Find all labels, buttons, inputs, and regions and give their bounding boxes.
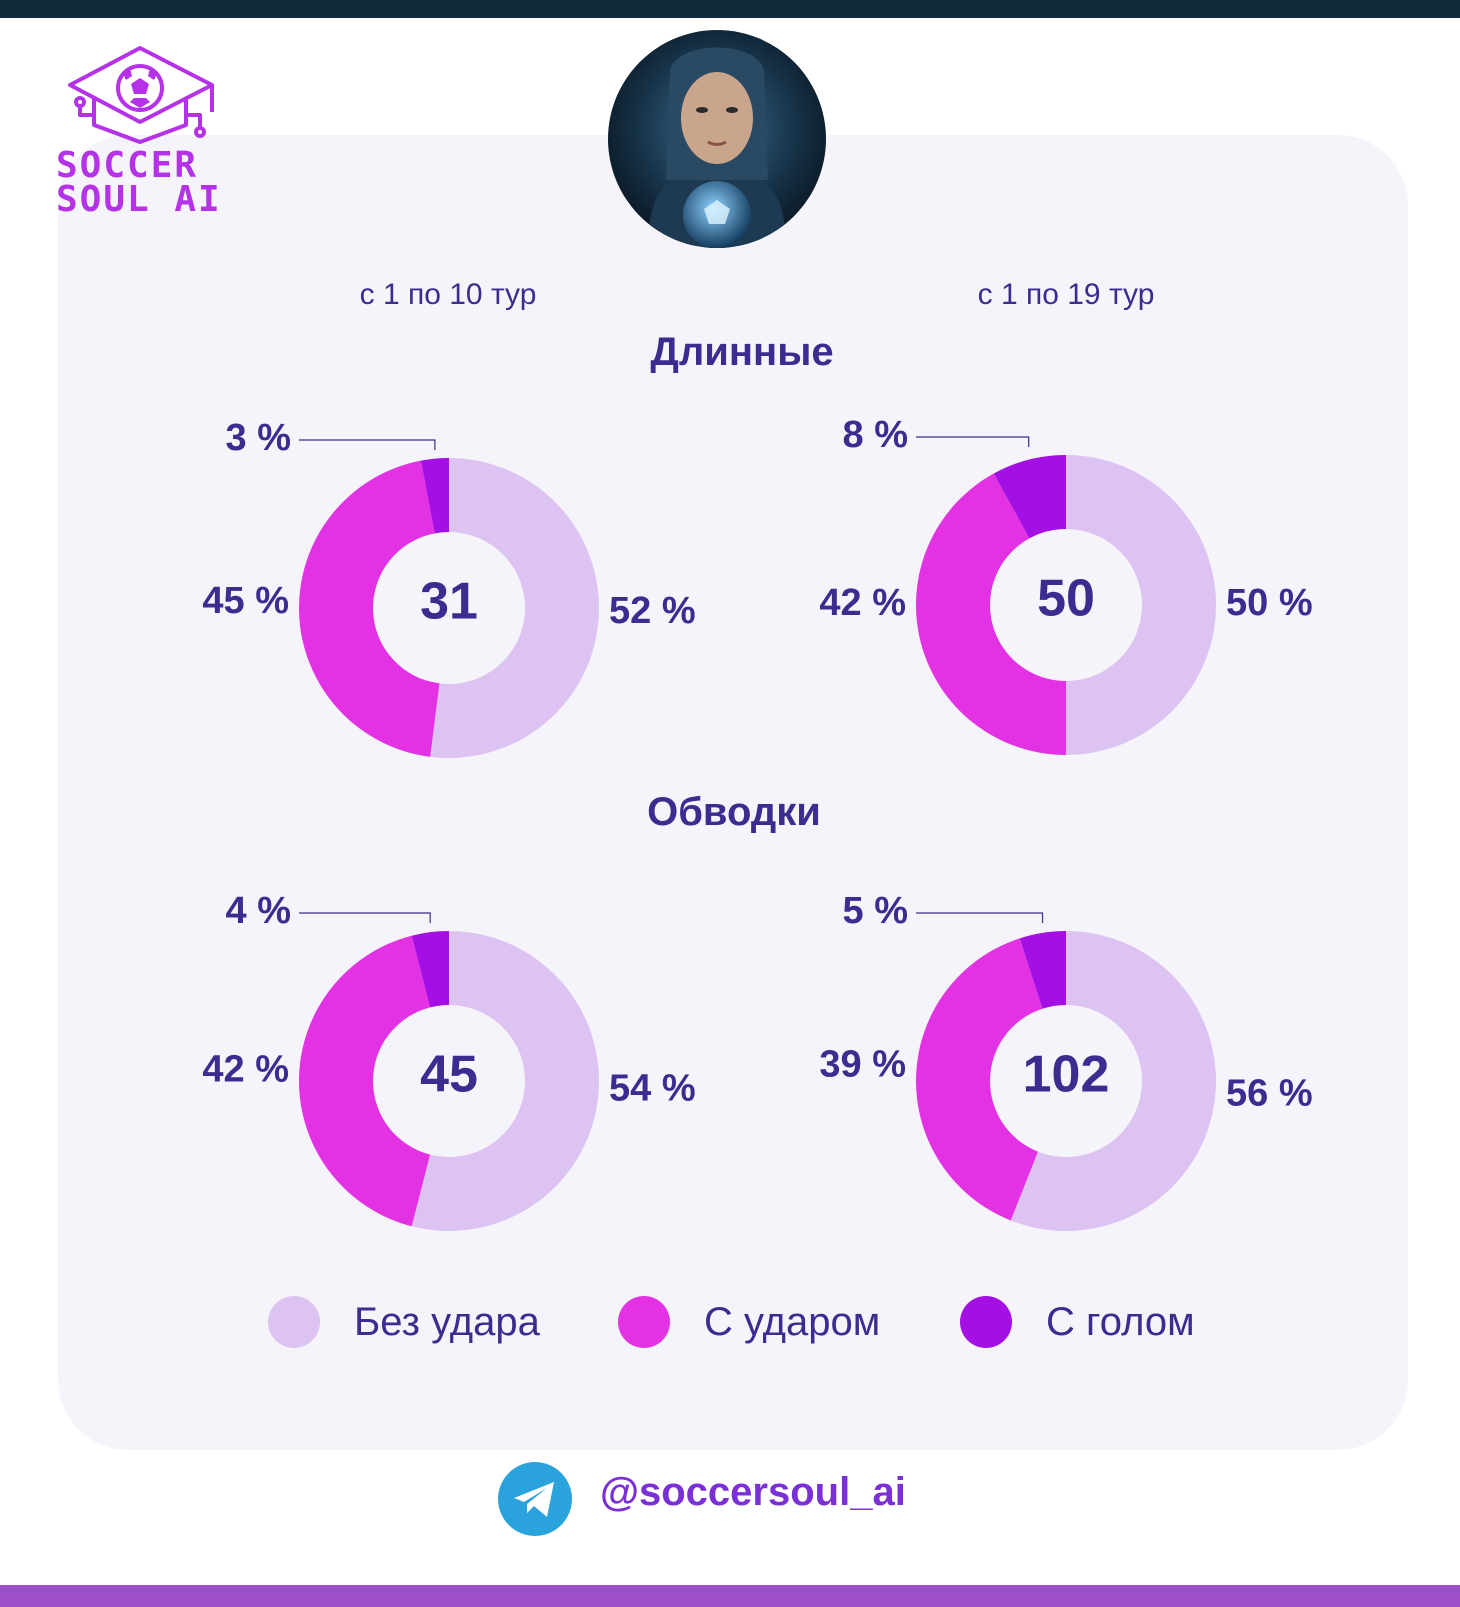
donut-1-total: 31	[420, 573, 478, 631]
donut-4-slice-with-goal	[1019, 931, 1066, 1009]
legend-label-no-shot: Без удара	[354, 1299, 540, 1344]
donut-1-label-with-goal: 3 %	[226, 417, 291, 459]
bottom-bar	[0, 1585, 1460, 1607]
donut-2-slice-with-goal	[993, 455, 1066, 539]
donut-2-slice-no-shot	[1066, 455, 1216, 755]
donut-1-slice-no-shot	[430, 458, 599, 758]
legend-swatch-with-shot	[618, 1296, 670, 1348]
donut-1-leader-line	[299, 439, 436, 450]
donut-4-leader-line	[916, 912, 1044, 923]
donut-3-label-no-shot: 54 %	[609, 1068, 696, 1110]
telegram-icon[interactable]	[498, 1462, 572, 1536]
section-title-dribbles: Обводки	[647, 790, 821, 834]
donut-4-label-no-shot: 56 %	[1226, 1072, 1313, 1114]
legend-item-with-goal: С голом	[960, 1292, 1195, 1352]
donut-3-label-with-shot: 42 %	[202, 1048, 289, 1090]
donut-2-total: 50	[1037, 570, 1095, 628]
brand-line-1: SOCCER	[56, 145, 199, 186]
brand-line-2: SOUL AI	[56, 179, 222, 220]
donut-1-label-no-shot: 52 %	[609, 590, 696, 632]
legend-swatch-with-goal	[960, 1296, 1012, 1348]
donut-4-label-with-goal: 5 %	[843, 890, 908, 932]
donut-4-slice-with-shot	[916, 938, 1043, 1221]
content-card	[58, 135, 1408, 1450]
legend-item-with-shot: С ударом	[618, 1292, 880, 1352]
period-right: с 1 по 19 тур	[977, 278, 1155, 311]
donut-1-slice-with-shot	[298, 460, 440, 757]
donut-2-leader-line	[916, 436, 1030, 447]
soccer-soul-logo	[68, 46, 214, 144]
section-title-long: Длинные	[650, 330, 834, 374]
legend: Без удара С ударом С голом	[0, 1292, 1460, 1362]
donut-3-slice-no-shot	[411, 931, 600, 1231]
legend-item-no-shot: Без удара	[268, 1292, 540, 1352]
donut-3-slice-with-goal	[411, 931, 449, 1008]
donut-3-total: 45	[420, 1046, 478, 1104]
donut-1-slice-with-goal	[420, 458, 449, 534]
legend-swatch-no-shot	[268, 1296, 320, 1348]
avatar	[608, 30, 826, 248]
donut-2-label-with-goal: 8 %	[843, 414, 908, 456]
donut-3-slice-with-shot	[299, 935, 431, 1227]
donut-1-label-with-shot: 45 %	[202, 580, 289, 622]
donut-4-label-with-shot: 39 %	[819, 1044, 906, 1086]
donut-3-leader-line	[299, 912, 431, 923]
donut-2-label-no-shot: 50 %	[1226, 582, 1313, 624]
legend-label-with-goal: С голом	[1046, 1299, 1195, 1344]
donut-4-total: 102	[1023, 1046, 1110, 1104]
top-bar	[0, 0, 1460, 18]
period-left: с 1 по 10 тур	[359, 278, 537, 311]
legend-label-with-shot: С ударом	[704, 1299, 881, 1344]
donut-3-label-with-goal: 4 %	[226, 890, 291, 932]
donut-2-slice-with-shot	[916, 473, 1066, 755]
donut-2-label-with-shot: 42 %	[819, 582, 906, 624]
donut-4-slice-no-shot	[1010, 931, 1217, 1231]
telegram-handle-link[interactable]: @soccersoul_ai	[600, 1470, 906, 1514]
